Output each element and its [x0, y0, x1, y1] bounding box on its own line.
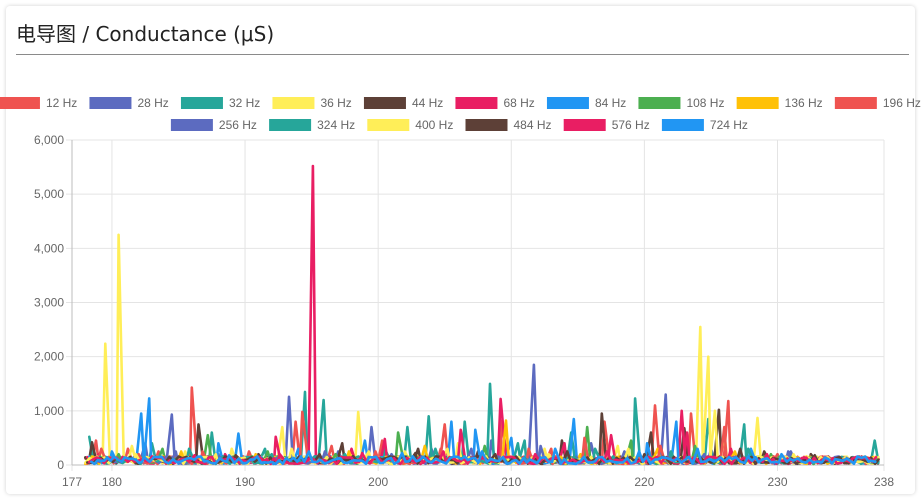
legend-item[interactable]: 576 Hz — [563, 118, 650, 132]
legend-swatch — [170, 119, 213, 131]
legend-swatch — [180, 97, 223, 109]
x-tick-label: 230 — [767, 475, 787, 489]
x-tick-label: 177 — [62, 475, 82, 489]
series-line-36-hz — [90, 233, 880, 466]
y-tick-label: 6,000 — [34, 133, 64, 147]
legend-label: 324 Hz — [317, 118, 355, 132]
legend-label: 36 Hz — [320, 96, 351, 110]
y-tick-label: 1,000 — [34, 404, 64, 418]
y-tick-label: 5,000 — [34, 187, 64, 201]
legend-swatch — [834, 97, 877, 109]
title-divider — [16, 54, 909, 55]
legend-swatch — [455, 97, 498, 109]
legend-label: 108 Hz — [686, 96, 724, 110]
legend-swatch — [546, 97, 589, 109]
legend-swatch — [465, 119, 508, 131]
legend-swatch — [0, 97, 40, 109]
legend-item[interactable]: 12 Hz — [0, 96, 77, 110]
x-tick-label: 220 — [634, 475, 654, 489]
series-line-724-hz — [90, 447, 877, 466]
legend-label: 576 Hz — [612, 118, 650, 132]
y-tick-label: 4,000 — [34, 241, 64, 255]
legend-swatch — [736, 97, 779, 109]
legend-swatch — [638, 97, 681, 109]
x-tick-label: 180 — [102, 475, 122, 489]
legend-label: 28 Hz — [137, 96, 168, 110]
y-tick-label: 0 — [57, 458, 64, 472]
legend-item[interactable]: 36 Hz — [272, 96, 352, 110]
x-tick-label: 200 — [368, 475, 388, 489]
legend-swatch — [89, 97, 132, 109]
x-tick-label: 190 — [235, 475, 255, 489]
legend-item[interactable]: 324 Hz — [269, 118, 355, 132]
legend-item[interactable]: 136 Hz — [736, 96, 823, 110]
x-tick-label: 210 — [501, 475, 521, 489]
legend-swatch — [661, 119, 704, 131]
legend-swatch — [269, 119, 312, 131]
chart-title: 电导图 / Conductance (μS) — [16, 22, 275, 46]
legend-label: 12 Hz — [46, 96, 77, 110]
chart-card: 电导图 / Conductance (μS) — [6, 6, 915, 494]
legend-item[interactable]: 28 Hz — [89, 96, 169, 110]
legend-item[interactable]: 400 Hz — [367, 118, 453, 132]
legend-label: 32 Hz — [229, 96, 260, 110]
legend-item[interactable]: 44 Hz — [363, 96, 443, 110]
series-lines — [84, 164, 880, 466]
y-tick-label: 3,000 — [34, 296, 64, 310]
legend-label: 68 Hz — [503, 96, 534, 110]
legend-item[interactable]: 484 Hz — [465, 118, 552, 132]
y-tick-label: 2,000 — [34, 350, 64, 364]
legend-label: 136 Hz — [785, 96, 823, 110]
legend-swatch — [363, 97, 406, 109]
x-tick-label: 238 — [874, 475, 894, 489]
legend-item[interactable]: 196 Hz — [834, 96, 921, 110]
legend-item[interactable]: 68 Hz — [455, 96, 535, 110]
legend-label: 44 Hz — [412, 96, 443, 110]
legend-label: 484 Hz — [514, 118, 552, 132]
legend-item[interactable]: 32 Hz — [180, 96, 260, 110]
legend-label: 84 Hz — [595, 96, 626, 110]
grid-lines — [66, 139, 885, 471]
legend-item[interactable]: 108 Hz — [638, 96, 724, 110]
legend-item[interactable]: 256 Hz — [170, 118, 257, 132]
legend-swatch — [563, 119, 606, 131]
legend-label: 256 Hz — [219, 118, 257, 132]
legend-label: 196 Hz — [883, 96, 921, 110]
legend-swatch — [367, 119, 410, 131]
legend-swatch — [272, 97, 315, 109]
legend-label: 724 Hz — [710, 118, 748, 132]
legend-item[interactable]: 84 Hz — [546, 96, 626, 110]
legend[interactable]: 12 Hz 28 Hz 32 Hz 36 Hz 44 Hz 68 Hz 84 Hz 108 H… — [0, 96, 921, 132]
axes: 0 1,000 2,000 3,000 4,000 5,000 6,000 177 180 190… — [34, 133, 894, 489]
legend-label: 400 Hz — [415, 118, 453, 132]
legend-item[interactable]: 724 Hz — [661, 118, 748, 132]
